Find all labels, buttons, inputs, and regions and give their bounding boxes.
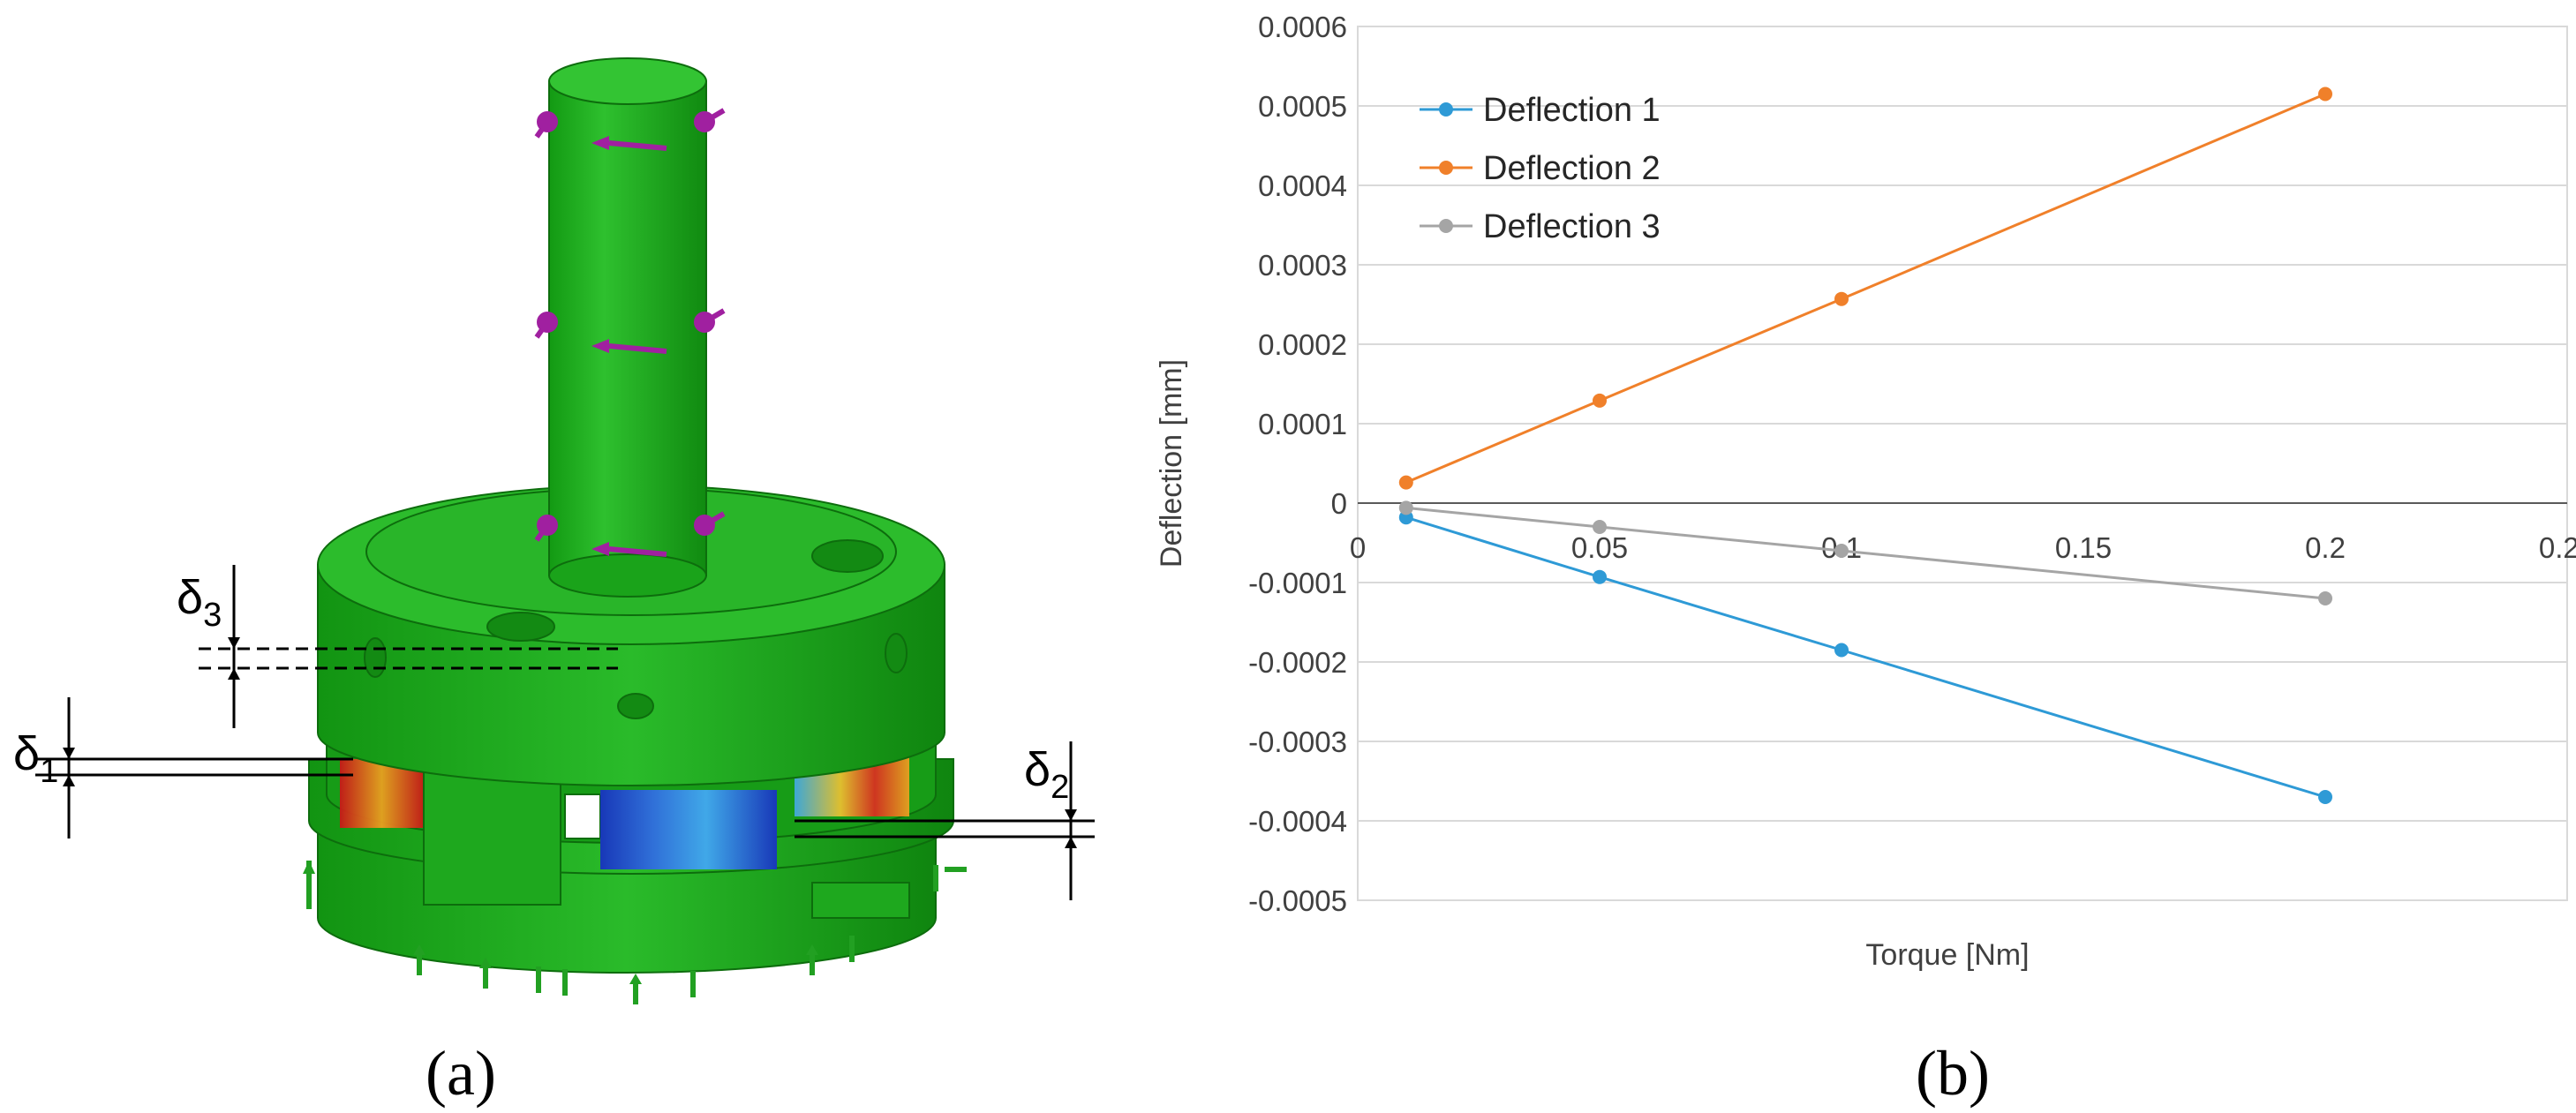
y-tick-label: 0.0001 [1258,408,1347,440]
side-hole-2 [885,633,908,673]
x-axis-title: Torque [Nm] [1865,938,2029,972]
legend-entry: Deflection 3 [1420,208,1661,245]
delta-2-dimension [795,741,1095,900]
load-arrows [534,108,726,557]
y-tick-label: 0.0005 [1258,90,1347,123]
x-tick-label: 0.2 [2305,531,2346,564]
delta-1-dimension [35,697,353,839]
x-tick-label: 0.15 [2055,531,2112,564]
data-point [2318,591,2332,605]
legend-entry: Deflection 2 [1420,150,1661,187]
data-point [2318,86,2332,102]
bolt-hole-3 [617,693,654,719]
series-line [1405,93,2326,484]
y-tick-label: -0.0004 [1248,805,1347,838]
y-tick-label: -0.0002 [1248,646,1347,679]
data-point [1593,569,1607,584]
plot-area [1357,26,2568,901]
series-line [1405,515,2326,799]
deflection-chart: 0.00060.00050.00040.00030.00020.00010-0.… [1155,11,2576,972]
y-tick-label: -0.0003 [1248,726,1347,758]
data-point [1834,291,1849,306]
legend-entry: Deflection 1 [1420,92,1661,129]
data-point [1593,520,1607,534]
data-point [1398,500,1413,515]
x-tick-labels: 00.050.10.150.20.25 [1350,531,2576,564]
x-tick-label: 0.05 [1571,531,1628,564]
legend-label: Deflection 2 [1483,150,1661,187]
y-tick-label: 0 [1331,487,1347,520]
series-1 [1398,510,2332,804]
legend-swatch-marker [1439,161,1453,175]
y-axis-title: Deflection [mm] [1155,359,1188,568]
y-tick-label: -0.0005 [1248,884,1347,917]
data-point [1593,393,1607,408]
y-tick-label: 0.0002 [1258,328,1347,361]
legend-swatch-marker [1439,102,1453,117]
y-tick-label: 0.0004 [1258,169,1347,202]
x-tick-label: 0.25 [2539,531,2576,564]
legend-swatch-marker [1439,219,1453,233]
data-point [1834,544,1849,558]
shaft [548,80,707,576]
flexure-post-2 [811,882,910,919]
data-point [1834,643,1849,658]
delta-3-label: δ3 [177,571,222,634]
legend-label: Deflection 1 [1483,92,1661,129]
delta-2-label: δ2 [1024,743,1069,806]
stress-zone-center [600,790,777,869]
series-line [1405,506,2326,600]
bolt-hole-1 [486,612,555,642]
legend-label: Deflection 3 [1483,208,1661,245]
shaft-base [548,553,707,598]
x-tick-label: 0 [1350,531,1366,564]
y-tick-label: -0.0001 [1248,567,1347,599]
flexure-slot [564,793,601,839]
series-2 [1398,86,2332,490]
series-layer [1398,86,2332,804]
y-tick-label: 0.0003 [1258,249,1347,282]
data-point [2318,790,2332,804]
legend: Deflection 1 Deflection 2 Deflection 3 [1420,92,1661,245]
y-tick-labels: 0.0006 0.0005 0.0004 0.0003 0.0002 0.0001 0 -0.… [1248,11,1347,917]
delta-3-dimension [199,565,618,728]
fixed-supports [303,861,967,1004]
side-hole-1 [364,637,387,678]
panel-b-label: (b) [1916,1038,1990,1109]
bolt-hole-2 [811,539,884,573]
y-tick-label: 0.0006 [1258,11,1347,43]
data-point [1398,475,1413,490]
panel-a-label: (a) [426,1038,496,1109]
delta-1-label: δ1 [13,727,58,790]
series-3 [1398,500,2332,605]
fea-model: δ3 δ1 δ2 [13,57,1095,1004]
shaft-top [548,57,707,105]
